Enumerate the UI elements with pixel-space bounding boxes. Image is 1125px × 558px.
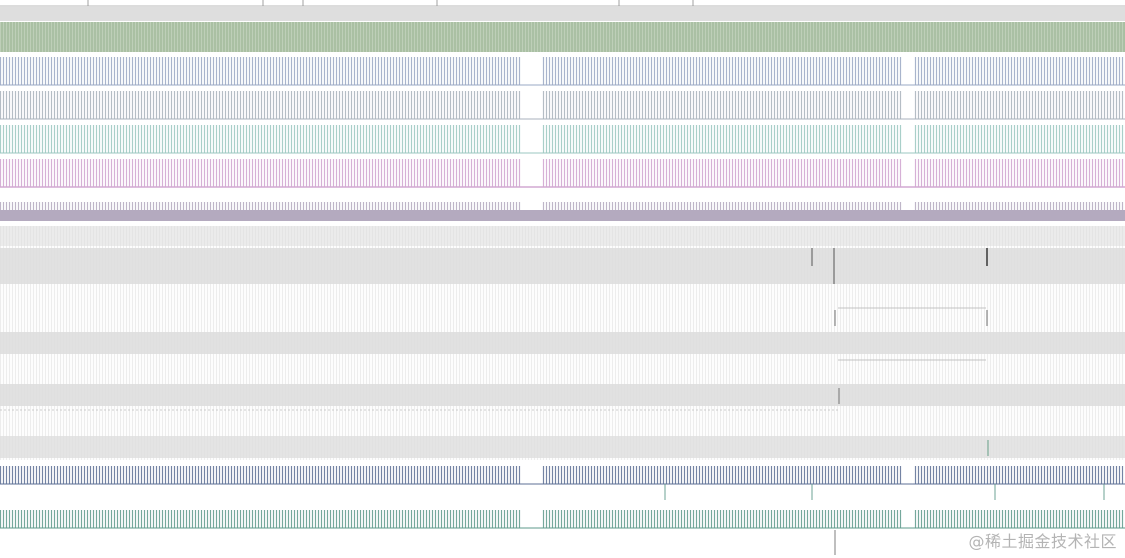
track-green-band-ticks (0, 22, 1124, 52)
track-green (0, 510, 1124, 528)
gray-band-4 (0, 384, 1125, 406)
gray-band-5 (0, 436, 1125, 458)
track-purple-base (0, 210, 1125, 221)
track-pink (0, 159, 1124, 187)
track-slate (0, 91, 1124, 119)
gray-band-3 (0, 332, 1125, 354)
track-teal (0, 125, 1124, 153)
gray-band-1 (0, 226, 1125, 246)
track-blue (0, 57, 1124, 85)
gray-band-2 (0, 248, 1125, 284)
ruler-strip (0, 7, 1125, 21)
track-purple-ticks (0, 202, 1124, 210)
track-green-band (0, 22, 1125, 52)
watermark: @稀土掘金技术社区 (968, 532, 1117, 551)
track-navy (0, 466, 1124, 484)
